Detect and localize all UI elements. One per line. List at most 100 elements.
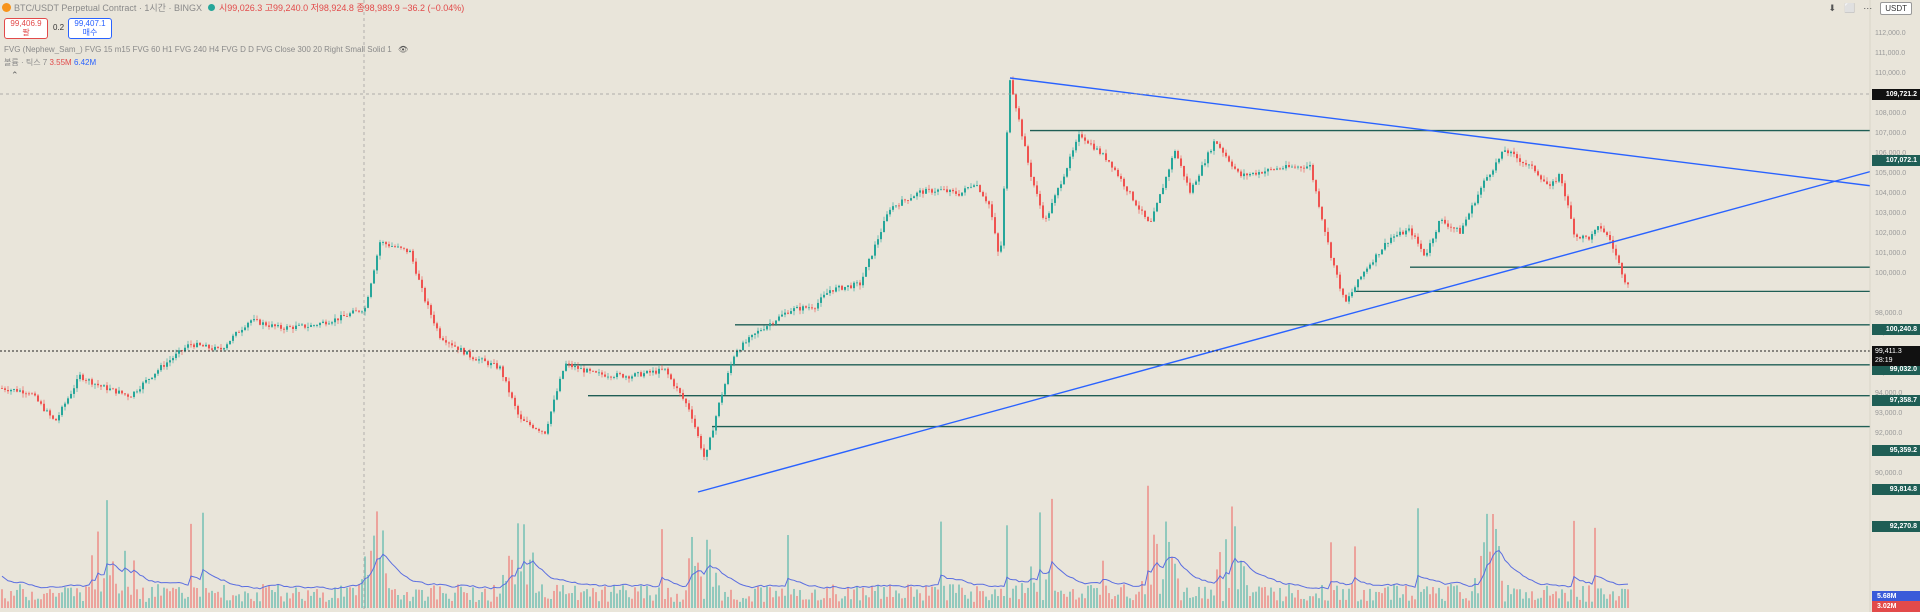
candle-body <box>1558 174 1560 182</box>
volume-bar <box>1237 589 1239 608</box>
candle-body <box>1459 227 1461 234</box>
candle-body <box>1453 227 1455 229</box>
volume-bar <box>115 583 117 608</box>
volume-bar <box>418 589 420 608</box>
volume-bar <box>145 601 147 608</box>
collapse-chevron-icon[interactable]: ⌃ <box>11 70 19 80</box>
volume-bar <box>76 588 78 608</box>
volume-bar <box>916 589 918 608</box>
volume-bar <box>829 598 831 608</box>
candle-body <box>493 363 495 364</box>
candle-body <box>1348 296 1350 302</box>
volume-bar <box>175 588 177 608</box>
candle-body <box>988 201 990 205</box>
candle-body <box>904 199 906 201</box>
volume-bar <box>1273 591 1275 608</box>
volume-bar <box>382 530 384 608</box>
volume-bar <box>571 593 573 608</box>
volume-bar <box>1534 599 1536 608</box>
volume-bar <box>1498 546 1500 608</box>
trendlines[interactable] <box>697 77 1920 493</box>
candle-body <box>388 244 390 247</box>
candle-body <box>274 324 276 327</box>
candle-body <box>1231 161 1233 167</box>
volume-bar <box>1213 595 1215 608</box>
candle-body <box>865 266 867 277</box>
volume-bar <box>4 598 6 608</box>
volume-bar <box>493 584 495 608</box>
volume-bar <box>1081 593 1083 608</box>
volume-bar <box>1363 589 1365 608</box>
down-arrow-icon[interactable]: ⬇ <box>1828 3 1836 13</box>
candle-body <box>853 282 855 289</box>
volume-bar <box>952 584 954 608</box>
candle-body <box>457 346 459 350</box>
candle-body <box>238 331 240 333</box>
volume-bar <box>40 599 42 608</box>
indicator-legend[interactable]: FVG (Nephew_Sam_) FVG 15 m15 FVG 60 H1 F… <box>4 45 408 54</box>
candle-body <box>397 246 399 248</box>
volume-bar <box>238 594 240 608</box>
price-tick-label: 102,000.0 <box>1875 230 1906 237</box>
candle-body <box>430 305 432 315</box>
candle-body <box>1216 141 1218 144</box>
trendline[interactable] <box>1009 77 1920 193</box>
volume-bar <box>151 586 153 608</box>
candle-body <box>1510 151 1512 154</box>
candle-body <box>652 370 654 373</box>
volume-bar <box>1219 552 1221 608</box>
candle-body <box>448 342 450 344</box>
candle-body <box>343 315 345 317</box>
candle-body <box>901 199 903 206</box>
candle-body <box>1327 231 1329 243</box>
candle-body <box>415 261 417 274</box>
candle-body <box>1192 184 1194 193</box>
volume-bar <box>1189 597 1191 608</box>
candle-body <box>1573 218 1575 235</box>
chart-header: BTC/USDT Perpetual Contract · 1시간 · BING… <box>0 0 464 14</box>
candle-body <box>289 326 291 328</box>
more-icon[interactable]: ⋯ <box>1863 3 1873 13</box>
candle-body <box>331 322 333 324</box>
volume-bar <box>1258 586 1260 608</box>
candle-body <box>118 390 120 394</box>
currency-button[interactable]: USDT <box>1880 2 1912 15</box>
volume-bar <box>682 599 684 608</box>
trendline[interactable] <box>697 157 1920 493</box>
volume-bar <box>1345 599 1347 608</box>
candle-body <box>1615 248 1617 256</box>
buy-button[interactable]: 99,407.1 매수 <box>68 18 112 39</box>
volume-bar <box>799 590 801 608</box>
candle-body <box>808 307 810 309</box>
volume-bar <box>634 587 636 608</box>
price-level-label: 97,358.7 <box>1872 395 1920 406</box>
candle-body <box>409 250 411 253</box>
volume-bar <box>370 550 372 608</box>
candle-body <box>727 373 729 385</box>
volume-bar <box>1351 584 1353 608</box>
candle-body <box>25 393 27 395</box>
candle-body <box>568 363 570 365</box>
volume-bar <box>766 586 768 608</box>
volume-legend[interactable]: 볼륨 · 틱스 7 3.55M 6.42M <box>4 57 96 68</box>
candle-body <box>946 189 948 193</box>
volume-bar <box>715 572 717 608</box>
volume-bar <box>700 576 702 608</box>
fullscreen-icon[interactable]: ⬜ <box>1844 3 1856 13</box>
volume-bar <box>826 588 828 608</box>
candle-body <box>1567 196 1569 206</box>
candle-body <box>319 322 321 326</box>
symbol-title[interactable]: BTC/USDT Perpetual Contract · 1시간 · BING… <box>14 2 202 13</box>
candle-body <box>1261 172 1263 174</box>
eye-icon[interactable]: 👁 <box>397 45 409 54</box>
candle-body <box>1051 202 1053 214</box>
candle-body <box>256 319 258 320</box>
volume-bar <box>1492 514 1494 608</box>
candle-body <box>775 320 777 324</box>
volume-bar <box>178 587 180 608</box>
volume-bar <box>367 574 369 608</box>
sell-button[interactable]: 99,406.9 팔 <box>4 18 48 39</box>
candle-body <box>97 383 99 386</box>
candle-body <box>301 324 303 326</box>
